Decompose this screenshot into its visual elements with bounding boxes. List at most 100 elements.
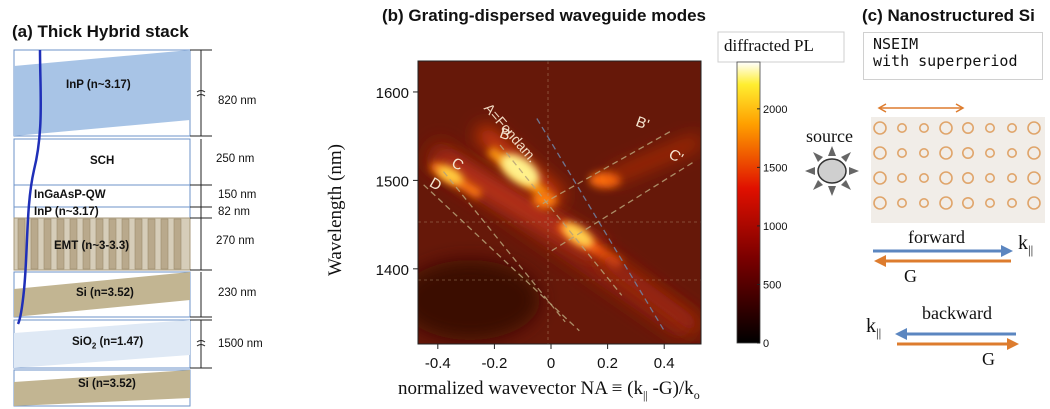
thickness-sch: 250 nm xyxy=(216,153,255,165)
hole xyxy=(1027,196,1041,210)
hole xyxy=(873,121,887,135)
hole xyxy=(896,173,907,184)
x-tick-label: -0.2 xyxy=(481,355,507,372)
emt-pillar xyxy=(121,218,130,270)
nseim-box xyxy=(863,32,1043,80)
hole xyxy=(939,171,953,185)
k-parallel-label-backward: k|| xyxy=(866,315,882,340)
nseim-label: NSEIM with superperiod xyxy=(873,35,1018,70)
hole xyxy=(984,198,995,209)
x-axis-label: normalized wavevector NA ≡ (k|| -G)/ko xyxy=(398,378,700,402)
thickness-si-mid: 230 nm xyxy=(218,287,257,299)
hole xyxy=(896,198,907,209)
hole xyxy=(939,121,953,135)
backward-label: backward xyxy=(922,303,992,323)
layer-si-mid-fill xyxy=(14,272,190,317)
hole xyxy=(961,197,974,210)
y-tick-label: 1400 xyxy=(376,262,409,279)
dimension-markers xyxy=(190,49,212,369)
hole xyxy=(918,123,929,134)
backward-k-arrow xyxy=(895,328,1016,340)
colorbar-tick-label: 0 xyxy=(763,338,769,350)
x-tick-label: 0.4 xyxy=(654,355,675,372)
mode-branch-line xyxy=(499,144,623,296)
hole xyxy=(918,198,929,209)
hole xyxy=(1006,173,1017,184)
hole xyxy=(961,147,974,160)
hole xyxy=(873,196,887,210)
hole xyxy=(984,173,995,184)
hole xyxy=(1006,148,1017,159)
mode-branch-line xyxy=(536,131,671,208)
hole xyxy=(1027,171,1041,185)
thickness-inp-top: 820 nm xyxy=(218,95,257,107)
hole xyxy=(961,172,974,185)
emt-pillar xyxy=(30,218,39,270)
hole xyxy=(896,123,907,134)
layer-label-qw: InGaAsP-QW xyxy=(34,189,106,201)
emt-pillar xyxy=(108,218,117,270)
emt-pillar xyxy=(160,218,169,270)
heatmap-frame xyxy=(417,60,702,345)
hole xyxy=(1027,146,1041,160)
layer-label-emt: EMT (n~3-3.3) xyxy=(54,240,130,252)
hole-array xyxy=(873,121,1041,210)
hole xyxy=(984,123,995,134)
mode-branch-line xyxy=(550,162,693,252)
hole xyxy=(1027,121,1041,135)
y-tick-label: 1600 xyxy=(376,85,409,102)
panel-b-title: (b) Grating-dispersed waveguide modes xyxy=(382,6,707,25)
mode-branches xyxy=(423,118,693,332)
hole xyxy=(1006,198,1017,209)
hole xyxy=(896,148,907,159)
emt-pillar xyxy=(82,218,91,270)
hole xyxy=(1006,123,1017,134)
layer-label-sch: SCH xyxy=(90,155,115,167)
colorbar xyxy=(736,61,761,344)
superperiod-arrow xyxy=(877,103,965,113)
hole xyxy=(939,196,953,210)
mode-profile-curve xyxy=(16,49,43,325)
emt-pillar xyxy=(134,218,143,270)
emt-pillar xyxy=(17,218,26,270)
x-tick-label: -0.4 xyxy=(425,355,451,372)
g-label-forward: G xyxy=(904,266,917,286)
emt-pillar xyxy=(147,218,156,270)
k-parallel-label-forward: k|| xyxy=(1018,232,1034,257)
emt-pillar xyxy=(69,218,78,270)
heatmap-bands xyxy=(418,61,701,344)
thickness-emt: 270 nm xyxy=(216,235,255,247)
hole xyxy=(873,146,887,160)
layer-label-inp-top: InP (n~3.17) xyxy=(66,79,131,91)
thickness-qw: 150 nm xyxy=(218,189,257,201)
thickness-sio2: 1500 nm xyxy=(218,338,263,350)
layer-label-si-bottom: Si (n=3.52) xyxy=(78,378,136,390)
g-label-backward: G xyxy=(982,349,995,369)
x-tick-label: 0.2 xyxy=(597,355,618,372)
layer-label-inp-thin: InP (n~3.17) xyxy=(34,206,99,218)
hole xyxy=(939,146,953,160)
layer-label-sio2: SiO2 (n=1.47) xyxy=(72,336,144,351)
forward-label: forward xyxy=(908,227,965,247)
colorbar-tick-label: 1000 xyxy=(763,221,787,233)
forward-k-arrow xyxy=(873,245,1013,257)
emt-pillar xyxy=(43,218,52,270)
forward-g-arrow xyxy=(874,255,1011,267)
panel-c-title: (c) Nanostructured Si xyxy=(862,6,1035,25)
x-tick-label: 0 xyxy=(547,355,555,372)
y-tick-label: 1500 xyxy=(376,173,409,190)
thickness-inp-thin: 82 nm xyxy=(218,206,250,218)
colorbar-tick-label: 500 xyxy=(763,279,781,291)
layer-label-si-mid: Si (n=3.52) xyxy=(76,287,134,299)
hole xyxy=(873,171,887,185)
backward-g-arrow xyxy=(897,338,1019,350)
layer-inp-top-fill xyxy=(14,50,190,136)
colorbar-label-box xyxy=(717,31,845,63)
emt-pillar xyxy=(95,218,104,270)
layer-sch xyxy=(13,138,191,186)
mode-branch-line xyxy=(536,118,665,332)
emt-pillars xyxy=(17,218,182,270)
